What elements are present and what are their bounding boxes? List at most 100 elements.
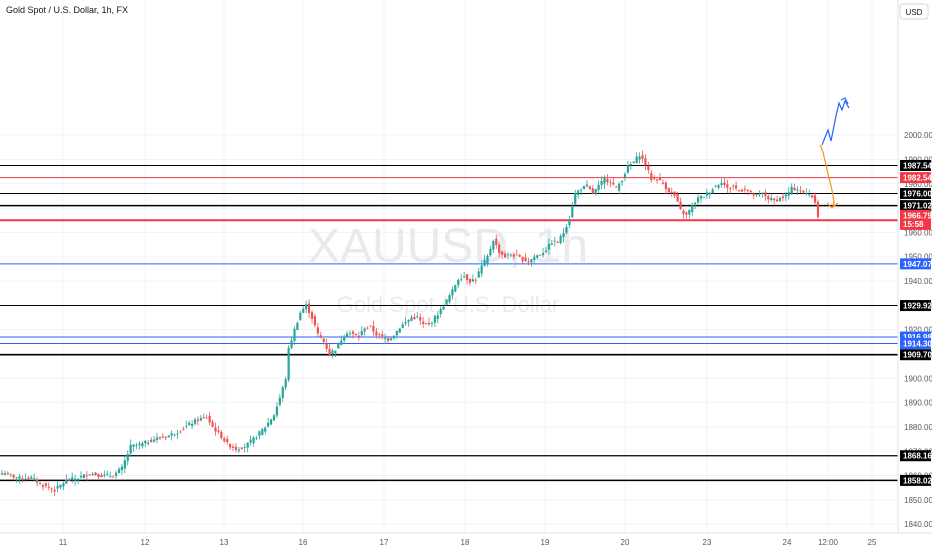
candle-body <box>94 472 97 476</box>
candles <box>0 150 820 497</box>
candle-body <box>547 243 551 250</box>
candle-body <box>193 419 197 424</box>
candle-body <box>346 333 349 337</box>
candle-body <box>196 419 200 421</box>
candle-body <box>597 184 600 190</box>
candle-body <box>661 182 665 184</box>
candle-body <box>439 309 442 314</box>
candle-body <box>533 256 536 261</box>
candle-body <box>360 331 363 336</box>
level-label-bg <box>900 188 931 200</box>
candle-body <box>91 473 94 475</box>
x-tick-label: 16 <box>299 538 308 547</box>
candle-body <box>498 244 501 254</box>
candle-body <box>781 196 785 199</box>
level-label: 1976.00 <box>903 190 932 199</box>
candle-body <box>106 473 109 475</box>
candle-body <box>612 182 615 185</box>
candle-body <box>229 444 232 448</box>
candle-body <box>536 255 539 258</box>
candle-body <box>114 472 118 476</box>
y-tick-label: 1890.00 <box>904 399 932 408</box>
candle-body <box>442 306 445 310</box>
candle-body <box>372 325 375 332</box>
candle-body <box>773 198 776 201</box>
candle-body <box>562 233 565 238</box>
y-tick-label: 1940.00 <box>904 277 932 286</box>
candle-body <box>787 192 790 196</box>
candle-body <box>307 303 311 314</box>
level-label: 1916.98 <box>903 333 932 342</box>
level-label: 1987.54 <box>903 161 932 170</box>
candle-body <box>813 195 817 203</box>
candle-body <box>392 335 396 339</box>
candle-body <box>644 158 647 166</box>
candle-body <box>571 206 574 218</box>
candle-body <box>161 436 164 438</box>
candle-body <box>287 347 290 380</box>
candle-body <box>808 194 811 196</box>
candle-body <box>129 444 132 454</box>
candle-body <box>577 190 580 195</box>
candle-body <box>623 173 627 178</box>
candle-body <box>699 195 703 199</box>
candle-body <box>74 478 77 481</box>
candle-body <box>486 255 489 264</box>
last-price-bg <box>900 209 931 230</box>
candle-body <box>764 192 767 197</box>
candle-body <box>503 253 507 258</box>
candle-body <box>530 259 533 263</box>
candle-body <box>211 421 214 427</box>
candle-body <box>615 186 618 188</box>
candle-body <box>182 429 185 430</box>
candle-body <box>366 327 369 329</box>
candle-body <box>708 192 711 195</box>
level-label-bg <box>900 331 931 343</box>
x-tick-label: 24 <box>783 538 792 547</box>
candle-body <box>343 337 346 341</box>
candle-body <box>606 179 609 183</box>
candle-body <box>594 188 597 195</box>
candle-body <box>424 322 428 325</box>
candle-body <box>378 334 381 336</box>
x-tick-label: 18 <box>461 538 470 547</box>
time-axis[interactable]: 11 12 13 16 17 18 19 20 23 24 12:00 25 <box>59 538 877 547</box>
candle-body <box>717 185 720 188</box>
level-label-bg <box>900 349 931 361</box>
candle-body <box>585 184 589 186</box>
level-label: 1868.16 <box>903 452 932 461</box>
candle-body <box>369 325 372 327</box>
candle-body <box>267 422 270 427</box>
candle-body <box>164 437 167 439</box>
candle-body <box>50 488 53 490</box>
candle-body <box>641 155 644 159</box>
candle-body <box>21 478 24 480</box>
currency-label: USD <box>906 8 923 17</box>
candle-body <box>395 330 398 336</box>
candle-body <box>386 338 390 341</box>
candle-body <box>492 241 495 250</box>
candle-body <box>351 331 355 334</box>
candle-body <box>770 197 773 200</box>
candle-body <box>465 274 469 280</box>
candle-body <box>6 473 9 475</box>
candle-body <box>489 248 492 256</box>
candle-body <box>185 425 188 427</box>
candle-body <box>79 476 83 478</box>
candle-body <box>384 337 387 339</box>
candle-body <box>626 165 629 173</box>
candle-body <box>135 444 138 446</box>
candle-body <box>539 255 542 256</box>
candle-body <box>237 449 241 451</box>
x-tick-label: 20 <box>621 538 630 547</box>
candle-body <box>144 440 147 444</box>
currency-button[interactable] <box>899 3 929 20</box>
candle-body <box>758 193 761 195</box>
candle-body <box>313 316 317 326</box>
candle-body <box>85 475 88 477</box>
candle-body <box>305 304 308 310</box>
candle-body <box>618 183 621 191</box>
candle-body <box>512 254 515 257</box>
level-label-bg <box>900 258 931 270</box>
